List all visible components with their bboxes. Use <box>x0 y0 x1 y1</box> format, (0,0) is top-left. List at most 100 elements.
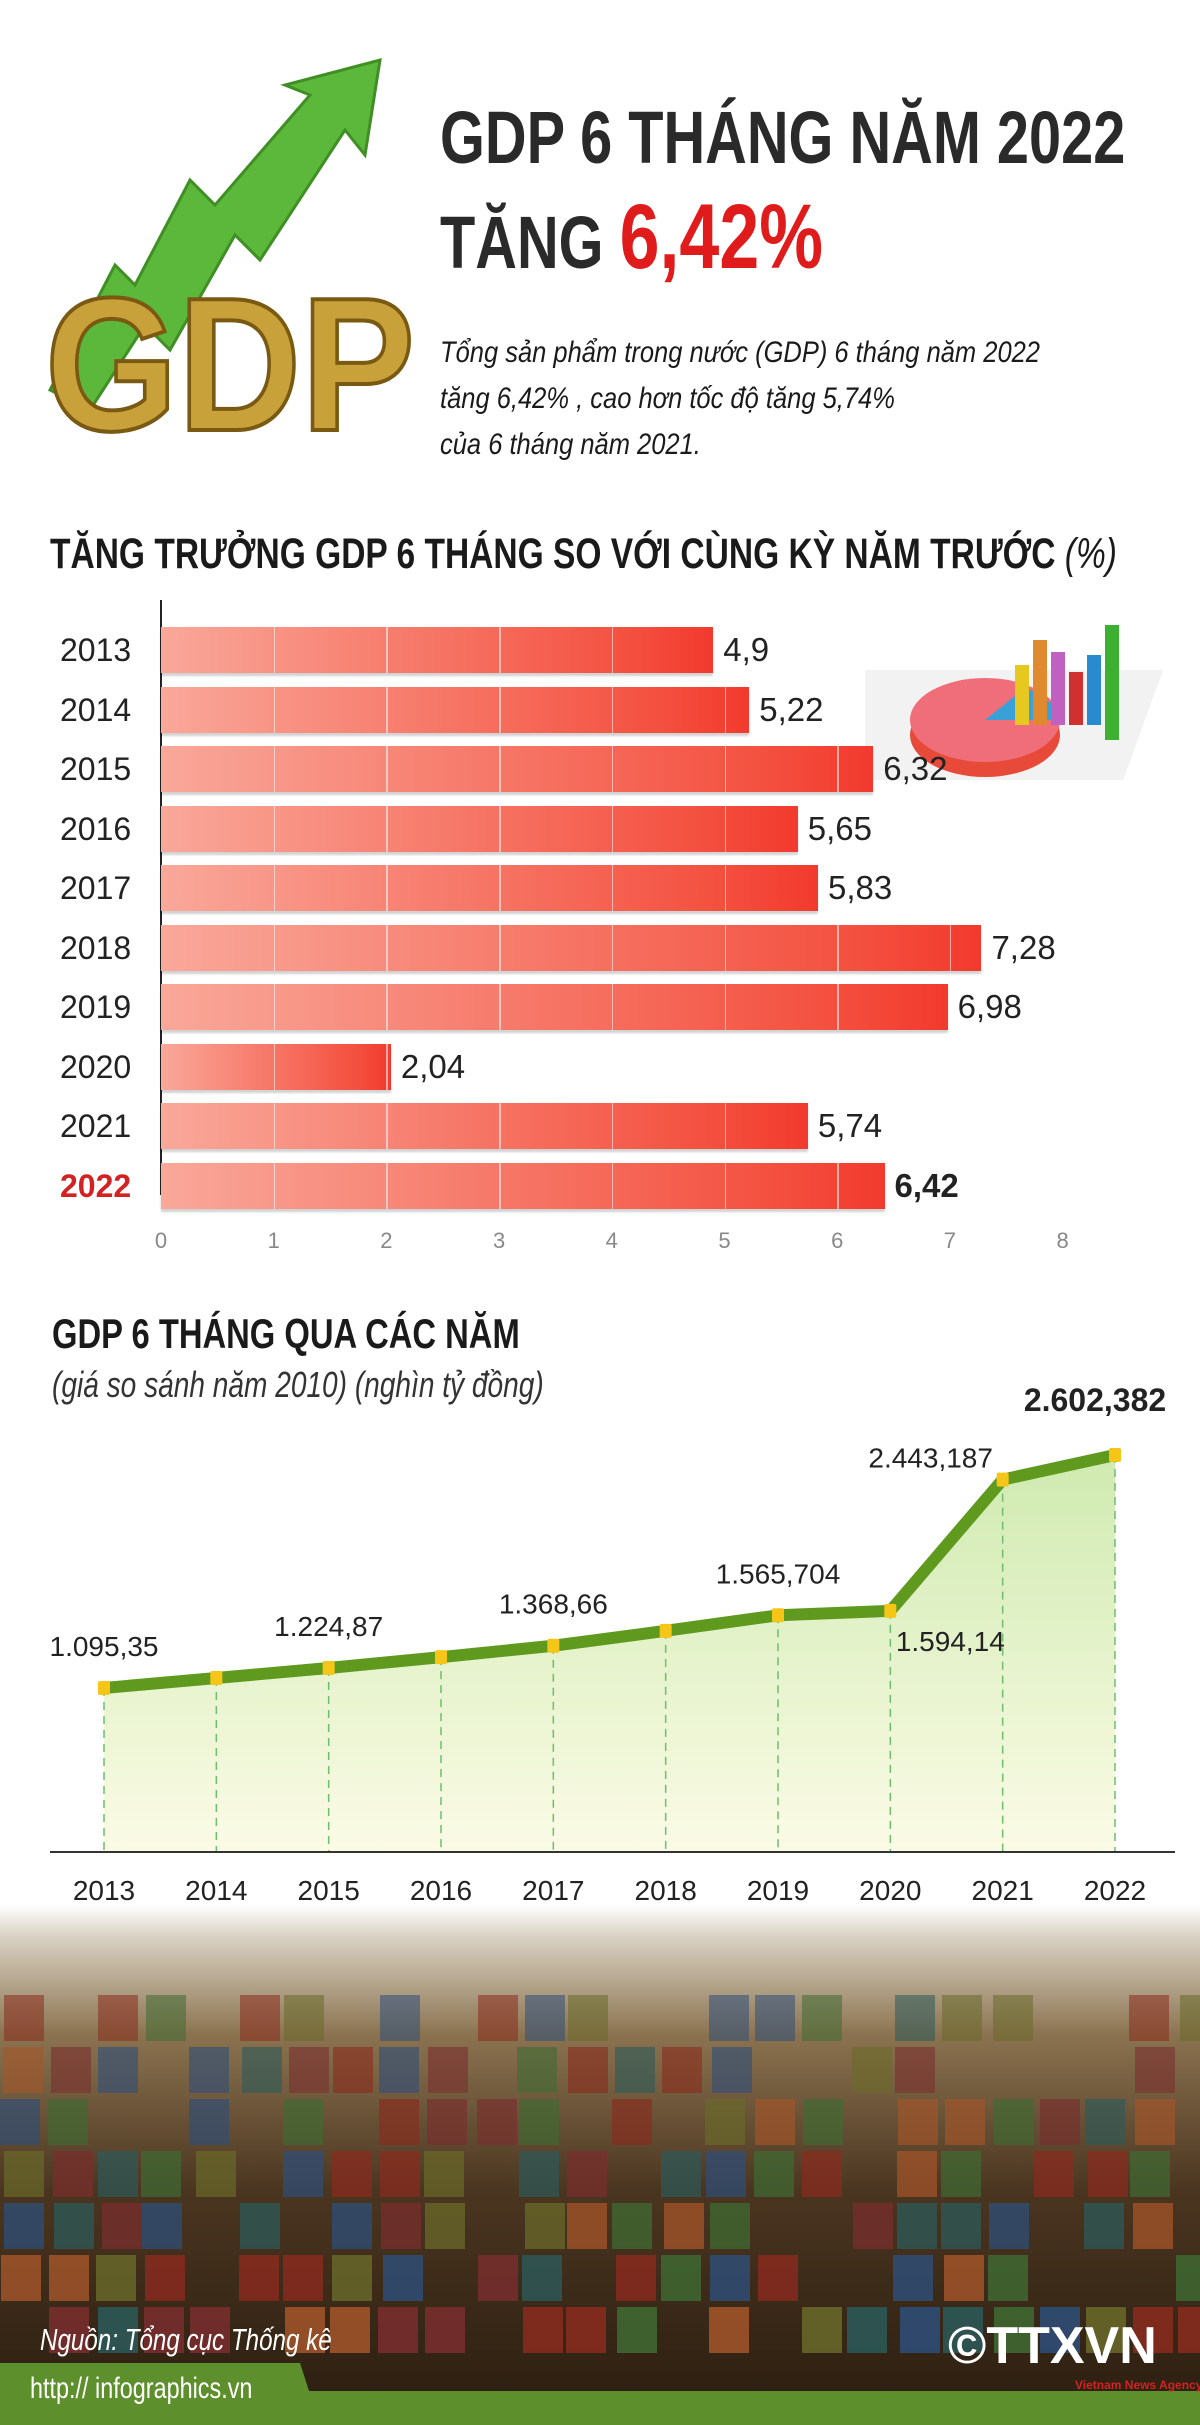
bar-gridline <box>611 1103 614 1149</box>
bar <box>161 1043 391 1090</box>
container-block <box>53 2151 93 2197</box>
container-block <box>1134 2047 1175 2093</box>
pie-chart-illustration-icon <box>865 625 1164 780</box>
container-block <box>428 2047 469 2093</box>
container-block <box>1130 2151 1171 2197</box>
bar-gridline <box>837 1162 839 1209</box>
container-block <box>894 1995 935 2041</box>
container-block <box>801 2151 842 2197</box>
bar-year-label: 2018 <box>60 929 132 966</box>
container-block <box>663 2203 704 2249</box>
bar-value-label: 7,28 <box>991 928 1056 966</box>
container-block <box>1087 2151 1128 2197</box>
bar-year-label: 2022 <box>60 1167 132 1204</box>
bar-gridline <box>837 984 839 1030</box>
container-block <box>145 1995 186 2041</box>
container-block <box>477 2099 518 2145</box>
container-block <box>945 2099 986 2145</box>
bar-gridline <box>724 686 726 733</box>
container-block <box>616 2307 657 2353</box>
container-block <box>853 2203 894 2249</box>
container-block <box>50 2047 91 2093</box>
x-tick-label: 7 <box>943 1228 957 1253</box>
bar-gridline <box>611 686 614 733</box>
data-point-marker <box>435 1650 447 1665</box>
container-block <box>189 2099 230 2145</box>
container-block <box>1133 2307 1174 2353</box>
bar-gridline <box>724 865 726 911</box>
container-block <box>754 2151 794 2197</box>
container-block <box>661 2047 702 2093</box>
container-block <box>898 2099 939 2145</box>
website-link[interactable]: http:// infographics.vn <box>30 2372 253 2405</box>
x-category-label: 2013 <box>73 1875 135 1906</box>
bar-gridline <box>273 1103 276 1149</box>
line-chart-title: GDP 6 THÁNG QUA CÁC NĂM <box>52 1310 520 1357</box>
bar-row: 2014 5,22 <box>0 686 1200 733</box>
bar-gridline <box>273 627 276 673</box>
bar-gridline <box>724 746 726 792</box>
container-block <box>708 1995 749 2041</box>
container-block <box>1178 2307 1200 2353</box>
container-block <box>424 2307 465 2353</box>
bar-year-label: 2014 <box>60 691 132 728</box>
container-block <box>98 2307 139 2353</box>
bar-chart-title: TĂNG TRƯỞNG GDP 6 THÁNG SO VỚI CÙNG KỲ N… <box>50 530 1200 579</box>
bar-chart-unit: (%) <box>1064 530 1117 578</box>
bar <box>161 746 874 792</box>
bar-year-label: 2017 <box>60 870 132 906</box>
bar-gridline <box>611 805 614 852</box>
bar-gridline <box>611 924 614 971</box>
container-block <box>195 2151 236 2197</box>
bar-gridline <box>499 865 501 911</box>
bar-gridline <box>273 805 276 852</box>
page-subtitle: TĂNG 6,42% <box>440 185 931 290</box>
bar-gridline <box>949 924 952 971</box>
container-block <box>611 2099 652 2145</box>
container-block <box>424 2151 465 2197</box>
container-block <box>379 1995 420 2041</box>
container-block <box>940 2151 981 2197</box>
x-category-label: 2016 <box>410 1875 472 1906</box>
bar-gridline <box>273 1162 276 1209</box>
bar-year-label: 2015 <box>60 751 132 787</box>
container-block <box>331 2203 372 2249</box>
line-chart: 1.095,35 1.224,87 1.368,66 1.565,704 1.594,1… <box>50 1382 1175 1906</box>
container-block <box>285 2307 326 2353</box>
bar-gridline <box>386 805 388 852</box>
bar-gridline <box>386 627 388 673</box>
ttxvn-logo-subtext: Vietnam News Agency <box>1075 2378 1200 2392</box>
bar-gridline <box>273 746 276 792</box>
container-block <box>566 2307 607 2353</box>
data-point-marker <box>210 1671 223 1686</box>
container-block <box>709 2255 750 2301</box>
x-category-label: 2018 <box>635 1875 697 1906</box>
container-block <box>803 2099 844 2145</box>
x-tick-label: 2 <box>380 1228 393 1253</box>
container-block <box>2 2047 43 2093</box>
container-block <box>283 1995 324 2041</box>
bar-value-label: 6,32 <box>883 750 948 787</box>
bar <box>161 805 798 852</box>
data-value-label: 1.095,35 <box>50 1631 159 1662</box>
x-tick-label: 4 <box>605 1228 618 1253</box>
bar-value-label: 4,9 <box>723 631 770 668</box>
bar-gridline <box>724 805 726 852</box>
x-tick-label: 1 <box>267 1228 280 1253</box>
container-block <box>54 2203 95 2249</box>
container-block <box>333 2047 374 2093</box>
bar-row: 2020 2,04 <box>0 1043 1200 1090</box>
bar-value-label: 6,42 <box>894 1166 959 1204</box>
bar-gridline <box>499 686 501 733</box>
bar-gridline <box>724 1162 726 1209</box>
container-block <box>382 2255 423 2301</box>
container-block <box>48 2255 89 2301</box>
container-block <box>943 2307 984 2353</box>
data-point-marker <box>884 1603 897 1618</box>
data-value-label: 1.594,14 <box>896 1626 1005 1657</box>
container-block <box>1134 2099 1175 2145</box>
container-block <box>1083 2203 1124 2249</box>
bar <box>161 686 750 733</box>
container-block <box>802 2307 843 2353</box>
bar-gridline <box>499 627 501 673</box>
